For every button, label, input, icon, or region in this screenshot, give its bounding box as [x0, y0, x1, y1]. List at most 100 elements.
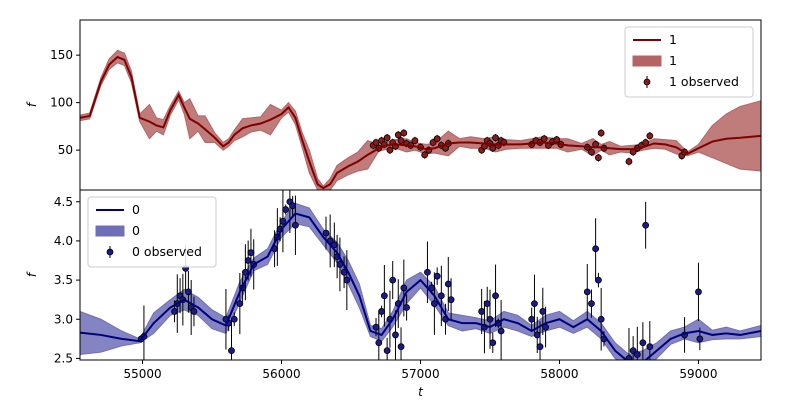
bottom-observed-point [489, 339, 497, 347]
bottom-observed-point [497, 327, 505, 335]
top-observed-point [372, 139, 380, 146]
top-observed-point [397, 137, 405, 145]
bottom-observed-point [236, 300, 244, 307]
bottom-observed-point [597, 315, 605, 323]
top-observed-point [411, 137, 419, 145]
top-observed-point [383, 134, 391, 142]
bottom-observed-point [400, 284, 408, 292]
bottom-observed-point [447, 296, 455, 304]
bottom-y-tick-label: 2.5 [54, 351, 73, 365]
bottom-y-tick-label: 3.5 [54, 273, 73, 287]
bottom-observed-point [397, 343, 405, 351]
top-y-tick-label: 150 [50, 48, 73, 62]
top-y-axis-label: f [25, 101, 39, 107]
bottom-observed-point [241, 268, 249, 276]
bottom-observed-point [378, 308, 385, 315]
bottom-observed-point [492, 292, 499, 300]
top-observed-point [400, 129, 408, 137]
bottom-y-axis-label: f [25, 271, 39, 277]
bottom-x-tick-label: 58000 [540, 367, 578, 381]
top-observed-point [588, 148, 595, 156]
bottom-observed-point [389, 276, 397, 284]
bottom-observed-point [483, 300, 491, 307]
bottom-observed-point [424, 268, 431, 276]
bottom-observed-point [375, 339, 383, 347]
bottom-observed-point [228, 347, 235, 354]
top-observed-point [625, 158, 633, 165]
bottom-observed-point [629, 347, 637, 354]
bottom-panel: 2.5 3.0 3.5 4.0 4.5 55000 56000 57000 58000 59000… [25, 189, 762, 399]
bottom-observed-point [380, 292, 388, 300]
bottom-observed-point [392, 331, 399, 339]
bottom-observed-point [190, 308, 198, 315]
bottom-observed-point [185, 288, 192, 296]
top-observed-point [492, 134, 499, 142]
bottom-observed-point [343, 276, 351, 284]
bottom-y-tick-label: 3.0 [54, 312, 73, 326]
bottom-observed-point [289, 202, 297, 210]
top-y-tick-label: 50 [58, 143, 73, 157]
bottom-x-tick-label: 56000 [262, 367, 300, 381]
bottom-observed-point [528, 315, 536, 323]
top-uncertainty-band [80, 49, 761, 190]
bottom-observed-point [533, 331, 541, 339]
bottom-y-tick-label: 4.0 [54, 234, 73, 248]
top-legend-label: 1 [669, 53, 677, 68]
top-observed-point [394, 131, 402, 139]
bottom-observed-point [639, 339, 647, 347]
bottom-x-tick-label: 59000 [679, 367, 717, 381]
bottom-legend-label: 0 [132, 202, 140, 217]
bottom-observed-point [444, 280, 452, 288]
bottom-legend-box [87, 196, 217, 268]
bottom-x-tick-label: 55000 [123, 367, 161, 381]
top-legend-point-swatch [643, 78, 651, 86]
bottom-observed-point [282, 206, 290, 213]
bottom-observed-point [633, 351, 641, 358]
bottom-observed-point [583, 288, 591, 296]
bottom-observed-point [433, 272, 441, 280]
bottom-observed-point [695, 288, 702, 296]
top-observed-point [386, 146, 394, 154]
top-mean-line [80, 55, 761, 190]
bottom-observed-point [696, 335, 704, 343]
bottom-observed-point [247, 249, 255, 257]
bottom-observed-point [372, 323, 380, 331]
bottom-observed-point [536, 343, 544, 351]
bottom-observed-point [486, 315, 494, 323]
bottom-observed-point [594, 276, 602, 284]
top-observed-point [433, 135, 441, 143]
top-observed-point [597, 129, 605, 137]
bottom-legend-point-swatch [106, 248, 114, 256]
bottom-observed-point [531, 300, 538, 307]
bottom-legend-band-swatch [95, 225, 125, 237]
top-observed-point [540, 135, 548, 143]
bottom-y-tick-label: 4.5 [54, 195, 73, 209]
bottom-legend: 0 0 0 observed [87, 196, 217, 268]
top-legend-label: 1 [669, 32, 677, 47]
bottom-x-axis-label: t [418, 385, 424, 399]
top-plot-area [80, 49, 761, 190]
bottom-observed-point [322, 229, 330, 237]
top-panel: 50 100 150 f 1 1 1 observed [25, 19, 762, 191]
top-observed-point [594, 154, 602, 162]
top-legend-band-swatch [632, 55, 662, 67]
top-legend-box [624, 26, 754, 98]
bottom-legend-label: 0 observed [132, 244, 202, 259]
bottom-mean-line [80, 212, 761, 360]
bottom-observed-point [592, 245, 600, 253]
bottom-observed-point [539, 308, 547, 315]
top-legend: 1 1 1 observed [624, 26, 754, 98]
bottom-observed-point [437, 292, 445, 300]
bottom-observed-point [383, 347, 391, 354]
bottom-observed-point [171, 308, 178, 315]
bottom-observed-point [292, 221, 299, 229]
top-observed-point [489, 144, 497, 152]
bottom-observed-point [588, 300, 595, 307]
top-legend-label: 1 observed [669, 74, 739, 89]
bottom-x-tick-label: 57000 [401, 367, 439, 381]
bottom-observed-point [625, 355, 633, 360]
bottom-observed-point [230, 315, 238, 323]
top-observed-point [646, 132, 654, 140]
bottom-observed-point [279, 217, 287, 225]
